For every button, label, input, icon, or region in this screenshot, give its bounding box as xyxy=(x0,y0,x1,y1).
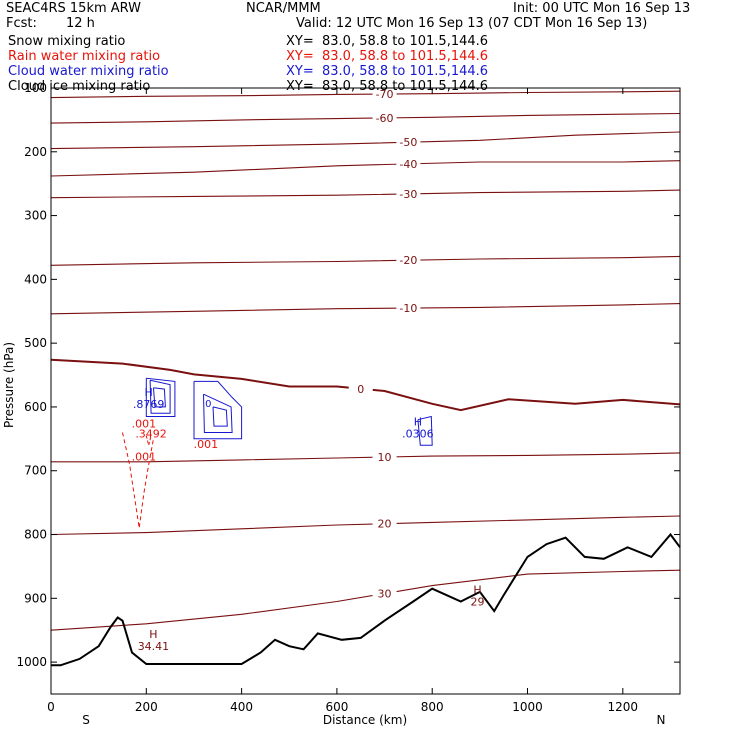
contour-label-mask xyxy=(396,157,421,170)
fcst-value: 12 h xyxy=(66,16,95,31)
rain-contour-line xyxy=(145,435,152,446)
temperature-contour-label: 30 xyxy=(378,588,392,601)
y-tick-label: 1000 xyxy=(16,655,47,669)
temperature-contour-line xyxy=(50,160,681,177)
temperature-contour-label: 10 xyxy=(378,451,392,464)
field-name-snow: Snow mixing ratio xyxy=(8,34,126,49)
cloud-water-contour-line xyxy=(212,406,228,427)
temperature-contour-line xyxy=(50,131,681,150)
field-xy-cloud-ice: XY= 83.0, 58.8 to 101.5,144.6 xyxy=(286,79,489,94)
x-tick-label: 800 xyxy=(421,700,444,714)
x-tick-label: 200 xyxy=(135,700,158,714)
rain-contour-label: .001 xyxy=(132,417,157,430)
cloud-water-contour-line xyxy=(203,393,233,433)
y-tick-label: 800 xyxy=(24,528,47,542)
contour-label-mask xyxy=(372,111,397,124)
cloud-water-contour-line xyxy=(417,415,433,446)
x-tick-label: 0 xyxy=(47,700,55,714)
cloud-water-contour-line xyxy=(193,380,243,440)
y-tick-label: 400 xyxy=(24,272,47,286)
x-end-label-right: N xyxy=(657,713,666,727)
temperature-contour-line xyxy=(50,112,681,124)
temperature-contour-label: -10 xyxy=(399,302,417,315)
y-tick-label: 600 xyxy=(24,400,47,414)
y-tick-label: 300 xyxy=(24,209,47,223)
plot-frame xyxy=(50,87,681,695)
y-axis-label: Pressure (hPa) xyxy=(2,342,16,428)
temperature-contour-label: -70 xyxy=(376,88,394,101)
y-tick-label: 500 xyxy=(24,336,47,350)
rain-contour-line xyxy=(122,432,154,529)
cloud-water-contours: 0 xyxy=(145,377,433,446)
field-xy-snow: XY= 83.0, 58.8 to 101.5,144.6 xyxy=(286,34,489,49)
x-tick-label: 1200 xyxy=(608,700,639,714)
init-time: Init: 00 UTC Mon 16 Sep 13 xyxy=(513,1,691,16)
axis-ticks: 0 200 400 600 800 1000 12002003004005006007008… xyxy=(16,81,680,714)
contour-label-mask xyxy=(396,254,421,267)
rain-contour-label: .001 xyxy=(132,451,157,464)
rain-max-label: .3492 xyxy=(135,428,167,441)
y-tick-label: 900 xyxy=(24,591,47,605)
temperature-contour-label: 20 xyxy=(378,518,392,531)
x-end-label-left: S xyxy=(82,713,90,727)
max-marker-value: .0306 xyxy=(402,428,434,441)
max-marker-value: 29 xyxy=(470,596,484,609)
temperature-contour-line xyxy=(50,255,681,266)
temperature-contour-label: 0 xyxy=(357,383,364,396)
temperature-contour-label: -20 xyxy=(399,254,417,267)
plot-border xyxy=(50,87,681,695)
field-name-cloud-ice: Cloud ice mixing ratio xyxy=(8,79,151,94)
max-marker-h: H xyxy=(414,416,422,429)
max-marker-value: 34.41 xyxy=(138,640,170,653)
cloud-water-contour-line xyxy=(153,387,166,408)
terrain-line xyxy=(51,532,681,667)
y-tick-label-top: 100 xyxy=(24,81,47,95)
contour-label-mask xyxy=(372,517,397,530)
temperature-contour-line xyxy=(50,189,681,199)
temperature-contours: -70 -60 -50 -40 -30 -20 -10 0 10 20 30 xyxy=(50,88,681,631)
temperature-contour-line xyxy=(50,569,681,631)
cloud-water-contour-line xyxy=(145,377,176,417)
rain-water-contours: .001.001.001.3492 xyxy=(122,417,219,529)
x-tick-label: 400 xyxy=(230,700,253,714)
rain-contour-label: .001 xyxy=(194,438,219,451)
cloud-water-contour-label: 0 xyxy=(205,399,211,410)
x-axis-label: Distance (km) xyxy=(323,713,407,727)
field-name-rain: Rain water mixing ratio xyxy=(8,49,161,64)
temperature-contour-label: -30 xyxy=(399,188,417,201)
field-xy-cloud-water: XY= 83.0, 58.8 to 101.5,144.6 xyxy=(286,64,489,79)
x-tick-label: 600 xyxy=(325,700,348,714)
fcst-label: Fcst: xyxy=(6,16,37,31)
temperature-contour-label: -40 xyxy=(399,158,417,171)
temperature-contour-label: -50 xyxy=(399,136,417,149)
max-marker-value: .8769 xyxy=(133,398,165,411)
contour-label-mask xyxy=(372,587,397,600)
max-marker-h: H xyxy=(145,386,153,399)
org-label: NCAR/MMM xyxy=(246,1,321,16)
max-marker-h: H xyxy=(149,628,157,641)
contour-label-mask xyxy=(396,136,421,149)
contour-label-mask xyxy=(396,187,421,200)
field-name-cloud-water: Cloud water mixing ratio xyxy=(8,64,169,79)
contour-label-mask xyxy=(372,451,397,464)
contour-label-mask xyxy=(372,88,397,101)
y-tick-label: 700 xyxy=(24,464,47,478)
contour-label-mask xyxy=(396,302,421,315)
temperature-contour-line xyxy=(50,515,681,536)
temperature-contour-label: -60 xyxy=(376,112,394,125)
terrain-outline xyxy=(51,532,681,667)
field-xy-rain: XY= 83.0, 58.8 to 101.5,144.6 xyxy=(286,49,489,64)
cloud-water-contour-line xyxy=(149,379,171,414)
y-tick-label: 200 xyxy=(24,145,47,159)
temperature-contour-line xyxy=(50,303,681,315)
x-tick-label: 1000 xyxy=(512,700,543,714)
contour-label-mask xyxy=(348,382,373,395)
valid-time: Valid: 12 UTC Mon 16 Sep 13 (07 CDT Mon … xyxy=(296,16,648,31)
max-marker-h: H xyxy=(473,584,481,597)
model-title: SEAC4RS 15km ARW xyxy=(6,1,142,16)
